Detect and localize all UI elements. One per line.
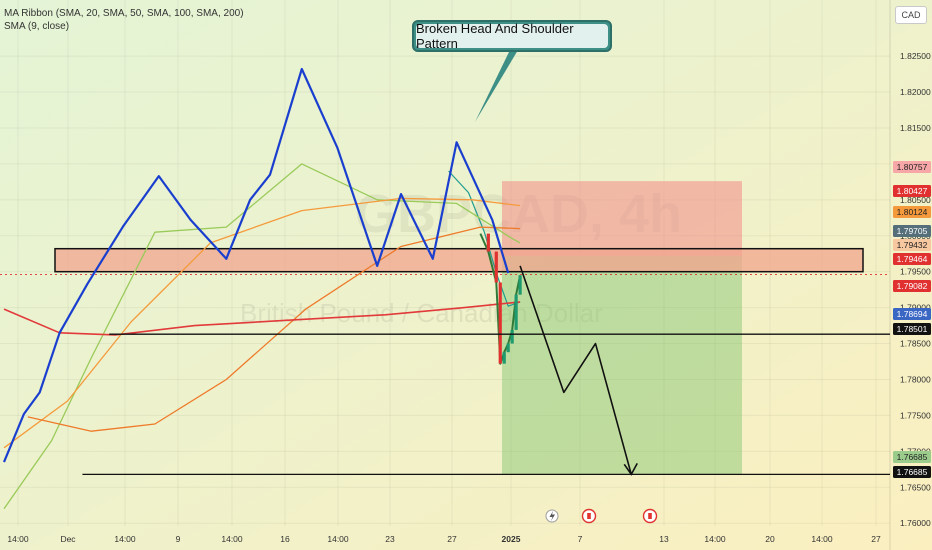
event-markers[interactable] — [545, 508, 658, 524]
price-tag-label: 1.76685 — [897, 452, 928, 462]
ma-line — [3, 163, 521, 510]
pattern-drawing[interactable] — [2, 50, 638, 476]
price-candle — [502, 352, 506, 364]
y-tick-label: 1.78000 — [900, 374, 931, 384]
horizontal-levels[interactable] — [0, 274, 890, 476]
price-candle — [506, 343, 510, 353]
moving-averages — [3, 163, 521, 510]
x-tick-label: 27 — [447, 534, 457, 544]
ma-200-line — [3, 301, 521, 336]
x-tick-label: 13 — [659, 534, 669, 544]
x-tick-label: 2025 — [502, 534, 521, 544]
price-tag-label: 1.78694 — [897, 309, 928, 319]
price-tag — [893, 185, 931, 197]
price-tag-label: 1.80124 — [897, 207, 928, 217]
projected-path-line[interactable] — [519, 265, 633, 475]
y-tick-label: 1.76500 — [900, 482, 931, 492]
pattern-callout-text: Broken Head And Shoulder Pattern — [416, 21, 608, 51]
price-tag — [893, 225, 931, 237]
price-candle — [494, 251, 498, 283]
price-tag-label: 1.79432 — [897, 240, 928, 250]
price-tag — [893, 323, 931, 335]
legend-ma-ribbon[interactable]: MA Ribbon (SMA, 20, SMA, 50, SMA, 100, S… — [4, 8, 244, 19]
y-tick-label: 1.79500 — [900, 267, 931, 277]
flag-leaf-mark — [587, 513, 591, 519]
resistance-box[interactable] — [54, 247, 864, 273]
legend-sma[interactable]: SMA (9, close) — [4, 21, 70, 32]
y-tick-label: 1.76000 — [900, 518, 931, 528]
price-tag — [893, 451, 931, 463]
price-tag-label: 1.79082 — [897, 281, 928, 291]
ma-line — [27, 226, 521, 432]
price-tag-label: 1.80427 — [897, 186, 928, 196]
currency-button[interactable]: CAD — [895, 6, 927, 24]
x-tick-label: 20 — [765, 534, 775, 544]
price-candle — [486, 233, 490, 252]
x-tick-label: 14:00 — [704, 534, 726, 544]
ma-line — [3, 197, 521, 449]
indicator-legend: MA Ribbon (SMA, 20, SMA, 50, SMA, 100, S… — [4, 7, 244, 33]
price-tag — [893, 280, 931, 292]
price-candle — [518, 275, 522, 295]
x-tick-label: 14:00 — [811, 534, 833, 544]
price-candle — [510, 329, 514, 344]
price-tags: 1.80757 1.80427 1.80124 1.79705 1.79432 1.794… — [893, 161, 931, 478]
y-tick-label: 1.78500 — [900, 339, 931, 349]
y-tick-label: 1.80500 — [900, 195, 931, 205]
pattern-swing-line[interactable] — [2, 67, 510, 463]
flag-leaf-mark — [648, 513, 652, 519]
y-tick-label: 1.77500 — [900, 410, 931, 420]
x-axis[interactable]: 14:00 Dec 14:00 9 14:00 16 14:00 23 27 2025 7 13 14:… — [7, 534, 881, 544]
stop-loss-zone — [502, 181, 742, 256]
y-tick-label: 1.82500 — [900, 51, 931, 61]
price-series — [479, 233, 522, 365]
x-tick-label: 27 — [871, 534, 881, 544]
lightning-bolt-icon — [549, 511, 555, 521]
x-tick-label: 14:00 — [221, 534, 243, 544]
callout-pointer — [475, 50, 518, 122]
pattern-callout[interactable]: Broken Head And Shoulder Pattern — [412, 20, 612, 52]
x-tick-label: 7 — [578, 534, 583, 544]
price-tag — [893, 466, 931, 478]
price-candle — [514, 294, 518, 330]
y-tick-label: 1.82000 — [900, 87, 931, 97]
price-tag-label: 1.80757 — [897, 162, 928, 172]
projected-path-arrowhead — [623, 462, 638, 476]
x-tick-label: Dec — [60, 534, 76, 544]
price-candle — [498, 282, 502, 364]
price-tag-label: 1.79464 — [897, 254, 928, 264]
x-tick-label: 16 — [280, 534, 290, 544]
price-tag — [893, 206, 931, 218]
x-tick-label: 23 — [385, 534, 395, 544]
price-tag — [893, 308, 931, 320]
price-tag — [893, 161, 931, 173]
price-tag-label: 1.76685 — [897, 467, 928, 477]
x-tick-label: 14:00 — [7, 534, 29, 544]
price-tag — [893, 239, 931, 251]
price-tag — [893, 253, 931, 265]
x-tick-label: 14:00 — [114, 534, 136, 544]
y-tick-label: 1.81500 — [900, 123, 931, 133]
price-tag-label: 1.78501 — [897, 324, 928, 334]
y-tick-label: 1.79000 — [900, 303, 931, 313]
price-tag-label: 1.79705 — [897, 226, 928, 236]
x-tick-label: 9 — [176, 534, 181, 544]
sma-9-line — [448, 170, 521, 307]
x-tick-label: 14:00 — [327, 534, 349, 544]
